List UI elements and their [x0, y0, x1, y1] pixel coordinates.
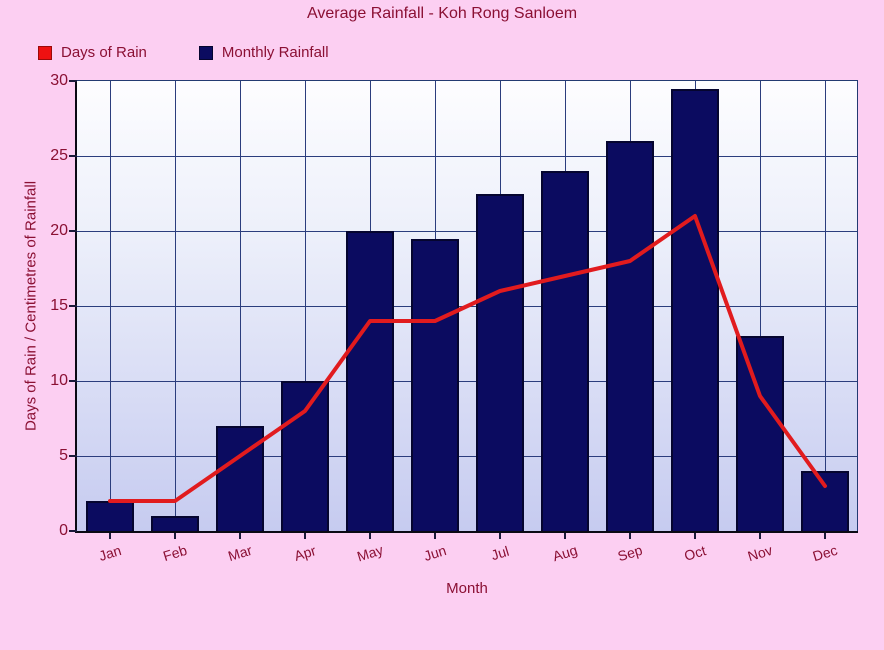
- x-tick-mark: [434, 533, 436, 539]
- x-tick-mark: [499, 533, 501, 539]
- bar-apr: [281, 381, 329, 531]
- plot-border-right: [857, 80, 858, 532]
- x-tick-mark: [369, 533, 371, 539]
- horizontal-gridline: [77, 156, 857, 157]
- y-tick-mark: [69, 155, 77, 157]
- x-tick-label-nov: Nov: [745, 541, 775, 565]
- x-tick-mark: [304, 533, 306, 539]
- y-tick-mark: [69, 455, 77, 457]
- y-tick-label: 20: [50, 222, 68, 239]
- x-tick-mark: [564, 533, 566, 539]
- bar-sep: [606, 141, 654, 531]
- x-tick-label-jun: Jun: [421, 542, 449, 564]
- horizontal-gridline: [77, 456, 857, 457]
- chart-title: Average Rainfall - Koh Rong Sanloem: [306, 5, 578, 22]
- legend-label-days-of-rain: Days of Rain: [61, 44, 147, 61]
- x-tick-label-apr: Apr: [292, 542, 318, 564]
- bar-dec: [801, 471, 849, 531]
- x-tick-mark: [694, 533, 696, 539]
- x-tick-mark: [239, 533, 241, 539]
- plot-area: [77, 81, 857, 531]
- x-tick-label-may: May: [355, 541, 385, 565]
- x-tick-mark: [629, 533, 631, 539]
- y-tick-label: 10: [50, 372, 68, 389]
- y-tick-mark: [69, 530, 77, 532]
- bar-aug: [541, 171, 589, 531]
- x-tick-label-oct: Oct: [682, 542, 708, 564]
- horizontal-gridline: [77, 231, 857, 232]
- x-tick-label-jul: Jul: [489, 542, 511, 564]
- days-of-rain-line: [108, 214, 827, 503]
- x-axis-line: [75, 531, 858, 533]
- x-tick-mark: [824, 533, 826, 539]
- horizontal-gridline: [77, 381, 857, 382]
- x-tick-mark: [759, 533, 761, 539]
- bar-jul: [476, 193, 524, 531]
- bar-may: [346, 231, 394, 531]
- x-tick-label-jan: Jan: [96, 542, 124, 564]
- x-tick-mark: [174, 533, 176, 539]
- y-tick-mark: [69, 380, 77, 382]
- bar-jun: [411, 238, 459, 531]
- y-tick-label: 15: [50, 297, 68, 314]
- plot-border-top: [77, 80, 858, 81]
- y-tick-mark: [69, 305, 77, 307]
- bar-feb: [151, 516, 199, 531]
- y-tick-label: 5: [59, 447, 68, 464]
- legend-label-monthly-rainfall: Monthly Rainfall: [221, 44, 329, 61]
- y-tick-mark: [69, 80, 77, 82]
- bar-nov: [736, 336, 784, 531]
- legend-swatch-monthly-rainfall: [198, 45, 213, 60]
- legend-swatch-days-of-rain: [38, 45, 52, 60]
- x-tick-label-feb: Feb: [161, 541, 189, 565]
- bar-oct: [671, 88, 719, 531]
- x-axis-title: Month: [446, 580, 488, 597]
- y-tick-label: 25: [50, 147, 68, 164]
- x-tick-label-dec: Dec: [810, 541, 840, 565]
- x-tick-label-sep: Sep: [615, 541, 645, 565]
- x-tick-label-aug: Aug: [550, 541, 580, 565]
- legend: Days of Rain Monthly Rainfall: [38, 44, 329, 61]
- y-tick-mark: [69, 230, 77, 232]
- x-tick-mark: [109, 533, 111, 539]
- y-tick-label: 30: [50, 72, 68, 89]
- legend-item-monthly-rainfall: Monthly Rainfall: [198, 44, 329, 61]
- legend-item-days-of-rain: Days of Rain: [38, 44, 147, 61]
- y-tick-label: 0: [59, 522, 68, 539]
- x-tick-label-mar: Mar: [226, 541, 254, 565]
